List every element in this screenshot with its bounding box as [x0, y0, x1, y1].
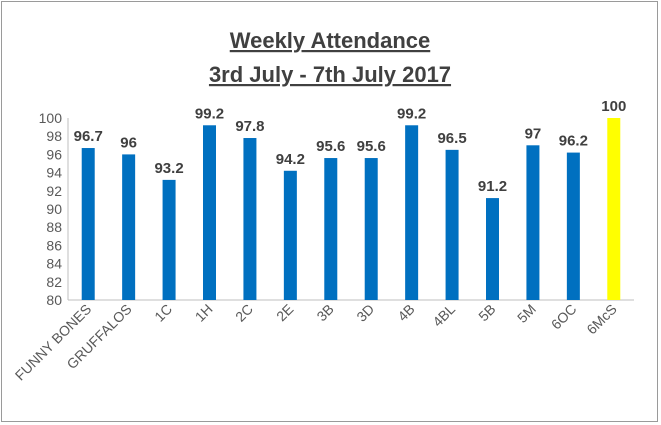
category-label: 2C	[232, 301, 256, 325]
category-label: 5B	[475, 301, 498, 324]
bar-value-label: 97	[525, 125, 542, 142]
category-label: 5M	[514, 301, 539, 326]
bar	[243, 138, 257, 300]
y-tick-label: 92	[46, 183, 62, 199]
bar-value-label: 93.2	[154, 160, 183, 177]
y-tick-label: 88	[46, 219, 62, 235]
category-label: 3D	[353, 301, 377, 325]
bar	[526, 145, 540, 300]
bar	[364, 158, 378, 300]
bar-value-label: 96.7	[74, 128, 103, 145]
bar-value-label: 94.2	[276, 151, 305, 168]
chart-title-line-1: Weekly Attendance	[230, 28, 431, 53]
bar	[81, 148, 95, 300]
category-label: 6OC	[548, 301, 580, 333]
y-tick-label: 82	[46, 274, 62, 290]
category-label: 6McS	[583, 301, 620, 338]
y-tick-label: 98	[46, 128, 62, 144]
bar	[566, 152, 580, 300]
bar-value-label: 96	[120, 134, 137, 151]
bar	[607, 118, 621, 300]
bar	[122, 154, 136, 300]
bar	[203, 125, 216, 300]
bar	[324, 158, 338, 300]
y-tick-label: 96	[46, 146, 62, 162]
bars	[81, 118, 621, 300]
bar	[486, 198, 499, 300]
category-label: 2E	[273, 301, 296, 324]
category-label: 1H	[192, 301, 216, 325]
bar-value-label: 96.2	[559, 133, 588, 150]
category-label: 1C	[151, 301, 175, 325]
bar	[405, 125, 419, 300]
bar-value-label: 91.2	[478, 178, 507, 195]
y-tick-label: 86	[46, 237, 62, 253]
bar-value-label: 95.6	[357, 138, 386, 155]
bar-value-label: 96.5	[437, 130, 466, 147]
bar-value-label: 97.8	[235, 118, 264, 135]
y-tick-label: 90	[46, 201, 62, 217]
value-labels: 96.7 96 93.2 99.2 97.8 94.2 95.6 95.6 99.2 96.5 91…	[74, 98, 627, 195]
y-axis-ticks: 80 82 84 86 88 90 92 94 96 98 100	[39, 110, 63, 308]
bar-value-label: 100	[601, 98, 626, 115]
y-tick-label: 100	[39, 110, 63, 126]
category-label: 4BL	[429, 301, 458, 330]
bar-value-label: 95.6	[316, 138, 345, 155]
chart-title-line-2: 3rd July - 7th July 2017	[209, 62, 451, 87]
bar	[162, 179, 176, 300]
bar-value-label: 99.2	[397, 105, 426, 122]
category-label: 3B	[313, 301, 336, 324]
category-label: 4B	[394, 301, 417, 324]
bar-value-label: 99.2	[195, 105, 224, 122]
bar	[283, 170, 297, 300]
y-tick-label: 94	[46, 165, 62, 181]
bar	[445, 149, 459, 300]
y-tick-label: 80	[46, 292, 62, 308]
y-tick-label: 84	[46, 256, 62, 272]
